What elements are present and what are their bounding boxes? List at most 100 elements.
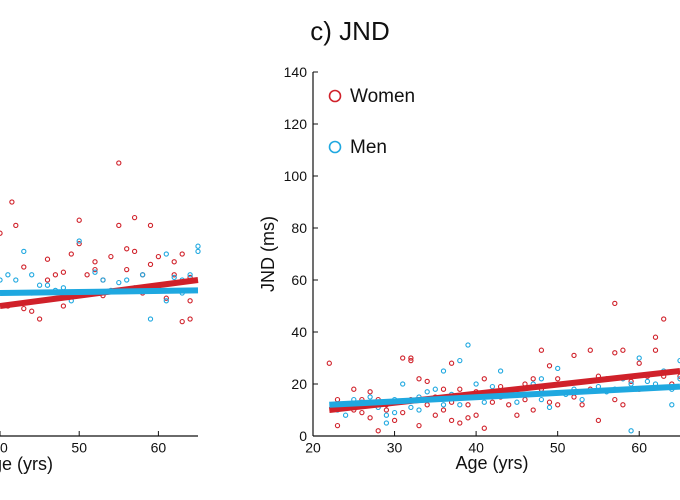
jnd-point-s1-33 — [538, 376, 545, 382]
left-ticks: 0 50 60 — [0, 431, 166, 455]
legend-men-marker — [328, 140, 342, 154]
jnd-point-s1-50 — [677, 357, 680, 364]
jnd-point-s1-38 — [579, 396, 585, 403]
left-point-s0-4 — [29, 308, 35, 314]
jnd-point-s0-48 — [530, 407, 536, 413]
jnd-point-s0-32 — [457, 420, 463, 426]
left-point-s0-10 — [68, 251, 74, 257]
left-point-s0-14 — [92, 259, 98, 265]
left-point-s0-12 — [76, 217, 82, 223]
left-point-s1-19 — [163, 298, 169, 304]
left-point-s1-28 — [163, 251, 169, 257]
legend: Women Men — [328, 86, 415, 158]
jnd-x-ticks: 20 30 40 50 60 — [305, 431, 647, 455]
chart-title: c) JND — [310, 16, 389, 46]
left-point-s0-41 — [187, 316, 193, 322]
jnd-point-s0-12 — [383, 407, 390, 413]
left-panel: 0 50 60 ge (yrs) — [0, 160, 201, 474]
jnd-point-s0-22 — [416, 422, 422, 429]
jnd-point-s0-14 — [391, 417, 398, 424]
jnd-point-s1-46 — [644, 378, 651, 385]
jnd-point-s1-21 — [457, 402, 463, 408]
jnd-y-tick-label-5: 100 — [284, 168, 308, 184]
jnd-point-s1-20 — [457, 357, 463, 364]
jnd-x-tick-label-1: 30 — [387, 439, 403, 455]
left-point-s0-28 — [163, 295, 169, 301]
left-point-s0-21 — [124, 266, 130, 273]
jnd-point-s1-32 — [538, 396, 545, 403]
jnd-point-s0-31 — [448, 360, 455, 366]
jnd-point-s0-23 — [424, 402, 430, 408]
legend-women-marker — [328, 89, 342, 103]
jnd-point-s0-40 — [489, 399, 496, 405]
left-point-s0-2 — [13, 222, 19, 229]
jnd-point-s1-52 — [669, 402, 675, 408]
jnd-point-s1-2 — [342, 412, 349, 418]
left-point-s0-15 — [92, 266, 98, 273]
jnd-y-tick-label-6: 120 — [284, 116, 308, 132]
jnd-point-s0-2 — [334, 422, 341, 429]
jnd-point-s1-35 — [555, 365, 561, 372]
legend-men-label: Men — [350, 137, 387, 158]
jnd-point-s0-61 — [587, 347, 593, 353]
jnd-trend-line-1 — [329, 383, 680, 408]
left-point-s0-36 — [21, 264, 27, 270]
jnd-point-s1-16 — [432, 386, 438, 392]
jnd-point-s0-24 — [424, 378, 430, 385]
jnd-point-s0-59 — [579, 402, 585, 408]
jnd-point-s0-47 — [522, 396, 528, 403]
left-point-s0-11 — [76, 240, 82, 247]
jnd-y-tick-label-7: 140 — [284, 64, 308, 80]
jnd-point-s1-22 — [465, 342, 471, 348]
jnd-point-s0-8 — [367, 415, 373, 421]
legend-women-label: Women — [350, 86, 415, 107]
jnd-point-s0-27 — [440, 407, 447, 413]
jnd-point-s0-39 — [481, 376, 487, 382]
jnd-point-s1-53 — [628, 428, 634, 434]
left-point-s1-11 — [92, 269, 98, 275]
jnd-point-s1-29 — [514, 399, 520, 405]
left-point-s0-29 — [171, 259, 177, 265]
left-point-s1-16 — [139, 272, 146, 278]
jnd-point-s0-6 — [359, 409, 365, 416]
left-point-s0-18 — [116, 160, 122, 166]
left-point-s1-2 — [13, 277, 19, 283]
jnd-point-s0-75 — [652, 347, 659, 353]
jnd-point-s0-17 — [400, 355, 406, 361]
jnd-point-s0-67 — [612, 396, 618, 403]
jnd-point-s0-79 — [677, 373, 680, 379]
jnd-point-s1-45 — [636, 355, 642, 361]
left-point-s0-9 — [60, 269, 67, 275]
jnd-point-s1-34 — [546, 404, 553, 411]
jnd-points — [326, 300, 680, 434]
left-trends — [0, 277, 199, 309]
left-x-tick-label-0: 0 — [0, 439, 8, 455]
left-point-s1-23 — [195, 243, 201, 249]
left-point-s0-37 — [44, 256, 51, 262]
left-point-s1-9 — [76, 238, 82, 244]
jnd-point-s1-44 — [628, 381, 634, 387]
jnd-point-s0-36 — [473, 412, 479, 418]
jnd-point-s0-21 — [416, 376, 422, 382]
left-point-s1-25 — [29, 272, 35, 278]
left-point-s0-8 — [60, 303, 67, 309]
jnd-point-s0-9 — [367, 389, 373, 395]
jnd-x-tick-label-3: 50 — [550, 439, 566, 455]
jnd-point-s1-51 — [677, 376, 680, 382]
left-point-s1-22 — [187, 272, 193, 278]
jnd-point-s0-57 — [571, 352, 577, 359]
left-x-tick-label-2: 60 — [151, 439, 167, 455]
jnd-point-s0-33 — [457, 386, 463, 392]
jnd-point-s0-1 — [334, 396, 341, 403]
left-point-s1-5 — [36, 282, 43, 288]
left-point-s1-12 — [100, 277, 106, 283]
left-point-s0-0 — [0, 230, 3, 236]
jnd-point-s0-76 — [661, 316, 667, 322]
left-x-tick-label-1: 50 — [71, 439, 87, 455]
jnd-point-s1-24 — [473, 381, 479, 387]
left-point-s0-25 — [147, 261, 154, 268]
left-point-s0-23 — [131, 248, 138, 255]
left-point-s1-20 — [171, 274, 177, 281]
left-point-s1-17 — [147, 316, 154, 322]
